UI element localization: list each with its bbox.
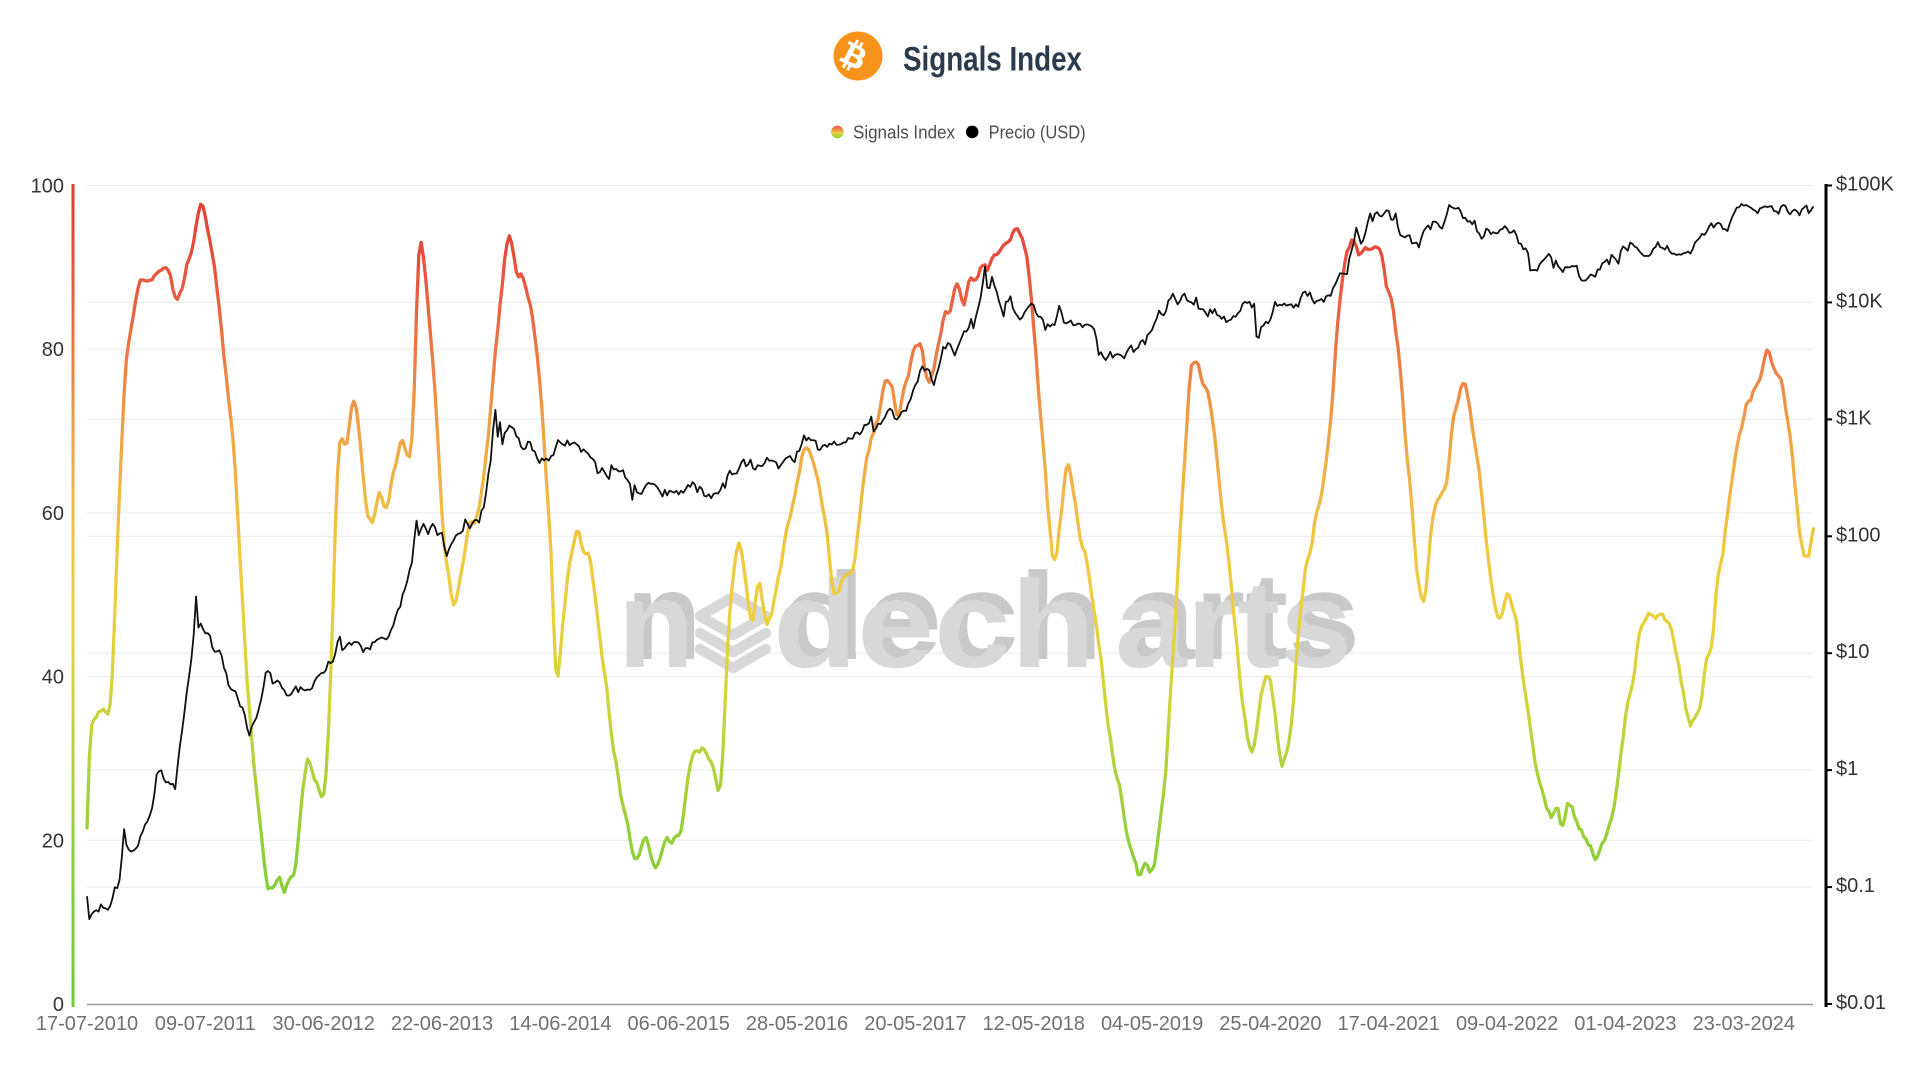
svg-text:14-06-2014: 14-06-2014 [509, 1013, 611, 1035]
svg-text:100: 100 [31, 176, 64, 198]
svg-text:0: 0 [53, 994, 64, 1016]
svg-text:09-04-2022: 09-04-2022 [1456, 1013, 1558, 1035]
svg-text:06-06-2015: 06-06-2015 [628, 1013, 730, 1035]
svg-text:12-05-2018: 12-05-2018 [983, 1013, 1085, 1035]
svg-text:arts: arts [1123, 548, 1360, 686]
svg-text:$0.01: $0.01 [1836, 992, 1886, 1014]
svg-text:40: 40 [42, 667, 64, 689]
svg-text:$1K: $1K [1836, 407, 1872, 429]
svg-text:$10K: $10K [1836, 290, 1883, 312]
svg-text:$1: $1 [1836, 758, 1858, 780]
svg-text:Signals Index: Signals Index [853, 121, 956, 142]
svg-text:60: 60 [42, 503, 64, 525]
svg-text:$100: $100 [1836, 524, 1881, 546]
svg-text:dech: dech [781, 548, 1103, 686]
svg-text:$0.1: $0.1 [1836, 875, 1875, 897]
svg-text:n: n [618, 556, 694, 694]
svg-text:09-07-2011: 09-07-2011 [155, 1013, 256, 1035]
svg-text:$10: $10 [1836, 641, 1869, 663]
svg-text:23-03-2024: 23-03-2024 [1693, 1013, 1795, 1035]
svg-text:22-06-2013: 22-06-2013 [391, 1013, 493, 1035]
svg-text:04-05-2019: 04-05-2019 [1101, 1013, 1203, 1035]
svg-text:80: 80 [42, 339, 64, 361]
svg-text:30-06-2012: 30-06-2012 [273, 1013, 375, 1035]
svg-text:Precio (USD): Precio (USD) [989, 121, 1086, 142]
svg-text:20-05-2017: 20-05-2017 [864, 1013, 966, 1035]
svg-text:dech: dech [773, 556, 1095, 694]
svg-text:n: n [626, 548, 702, 686]
svg-text:25-04-2020: 25-04-2020 [1219, 1013, 1321, 1035]
svg-text:17-04-2021: 17-04-2021 [1338, 1013, 1440, 1035]
svg-text:01-04-2023: 01-04-2023 [1574, 1013, 1676, 1035]
svg-text:20: 20 [42, 830, 64, 852]
svg-text:17-07-2010: 17-07-2010 [36, 1013, 138, 1035]
svg-text:$100K: $100K [1836, 174, 1894, 196]
svg-text:28-05-2016: 28-05-2016 [746, 1013, 848, 1035]
svg-text:Signals Index: Signals Index [903, 41, 1082, 79]
